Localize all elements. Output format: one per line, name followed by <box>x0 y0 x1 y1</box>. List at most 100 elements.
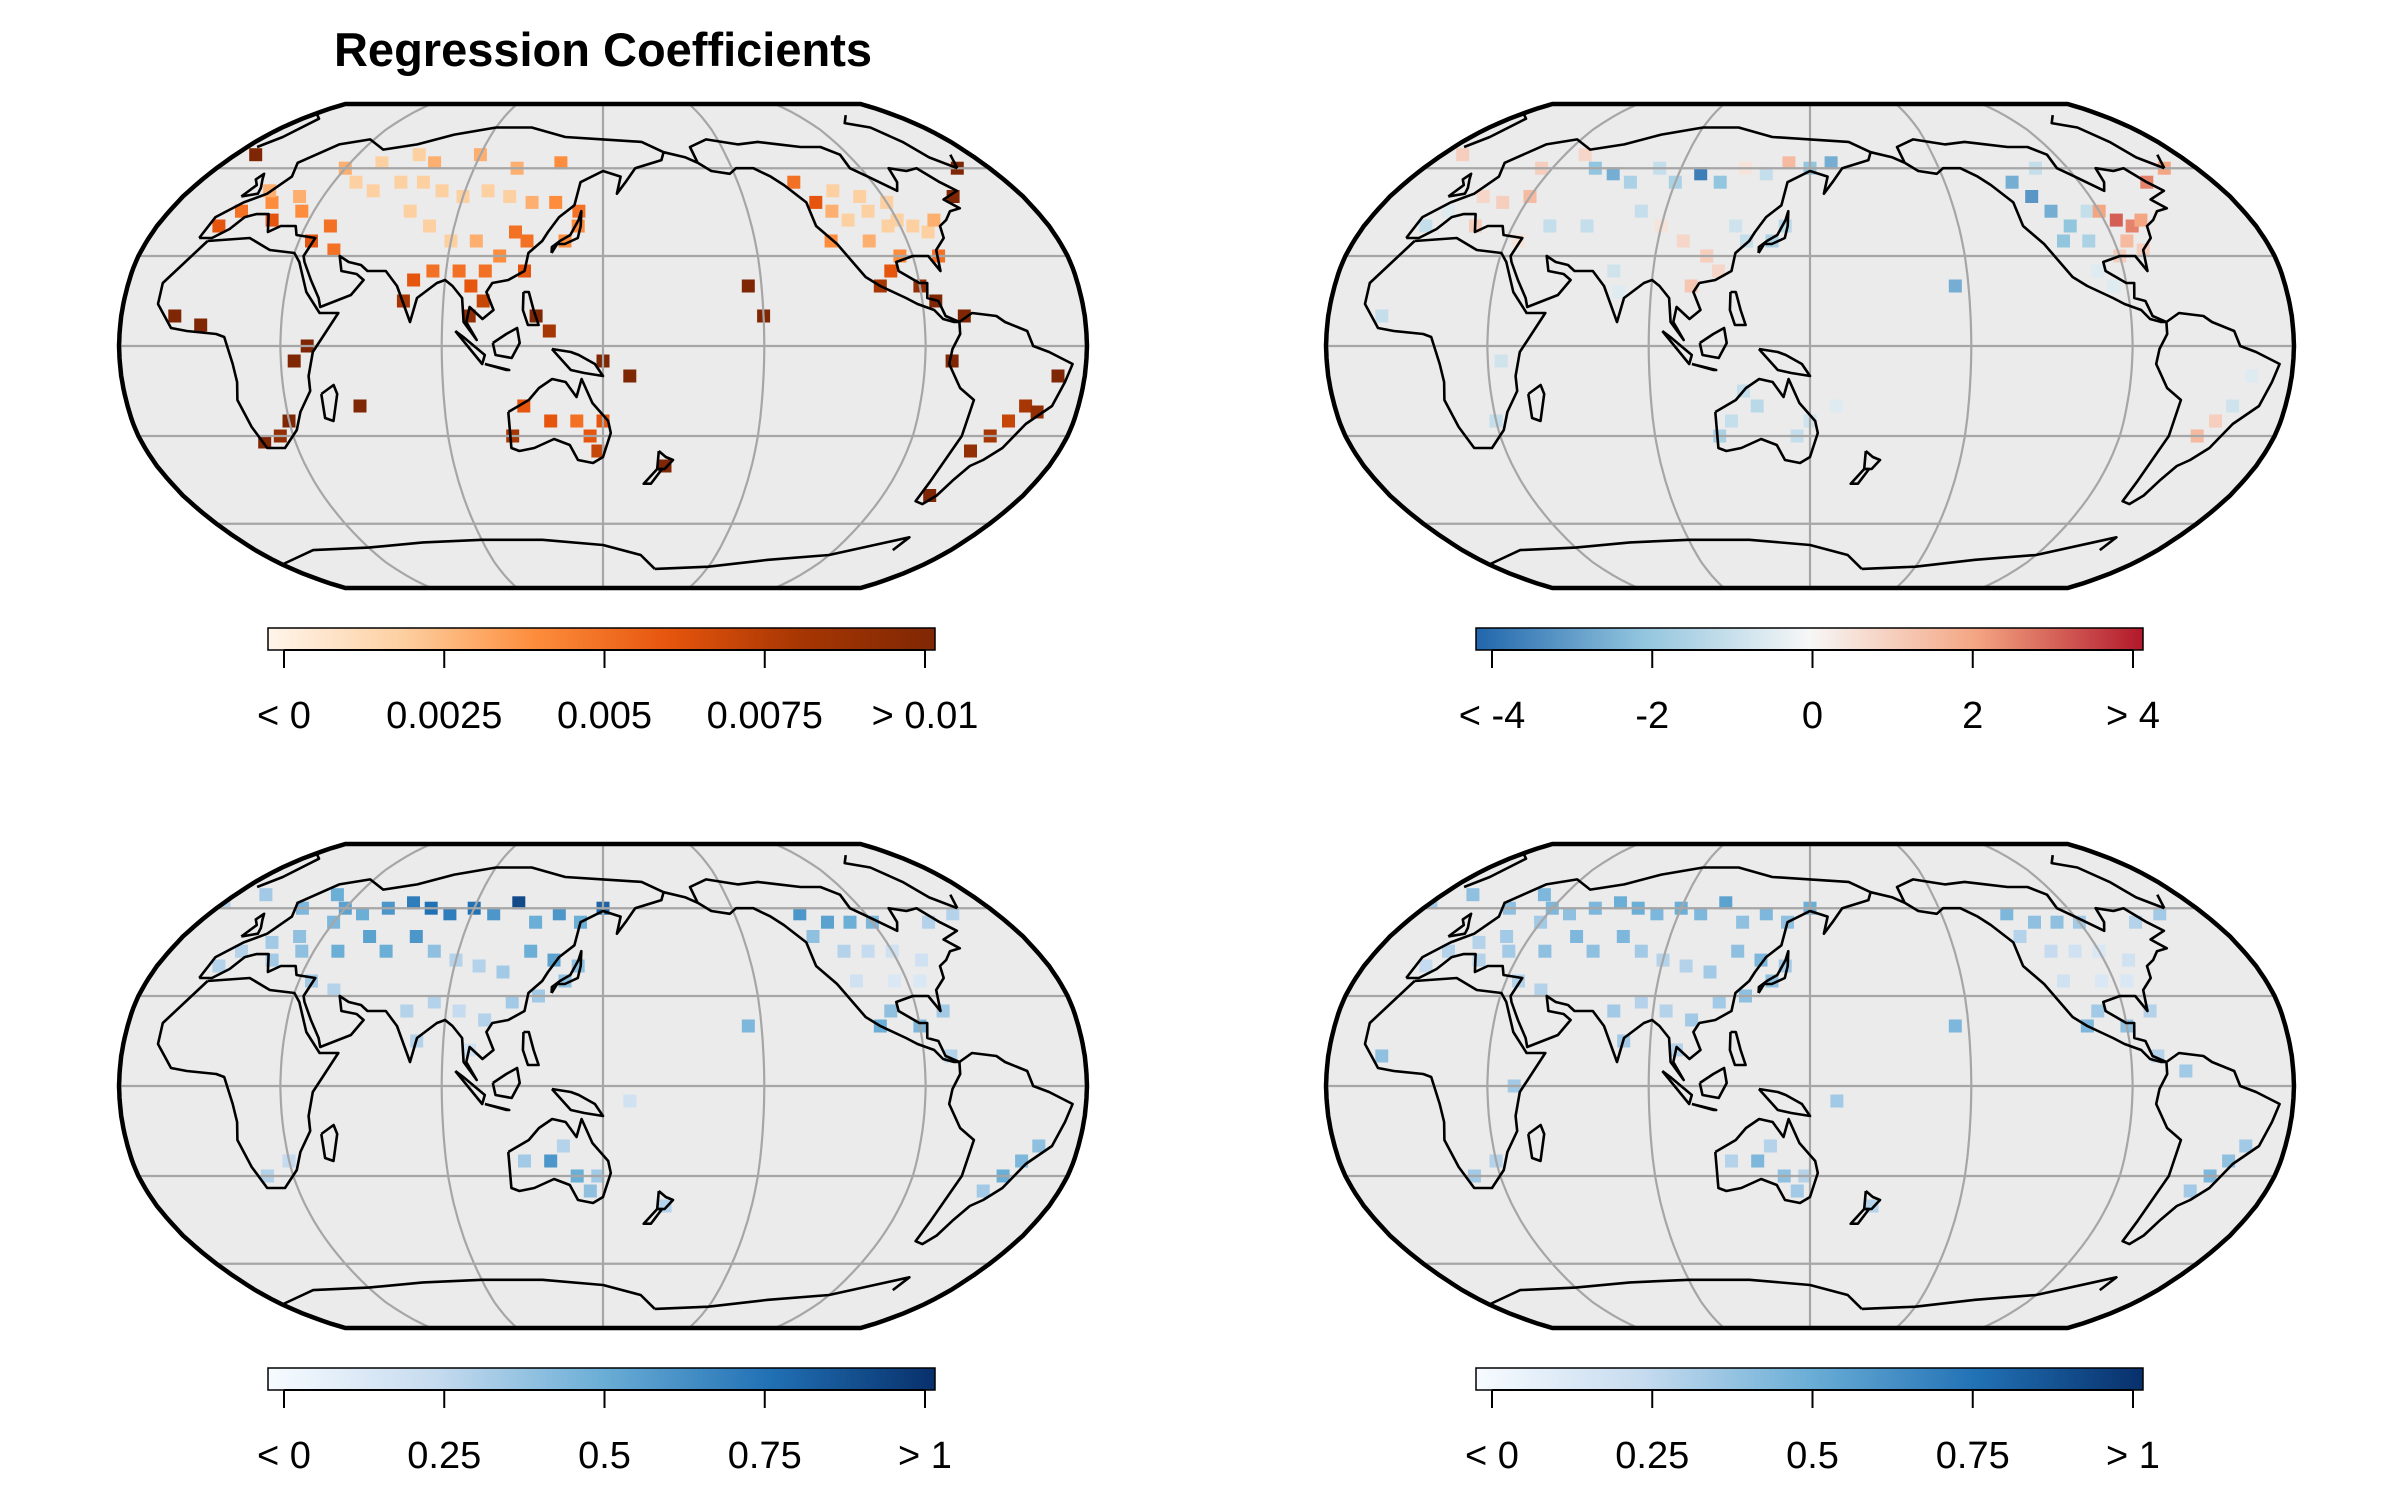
map-content <box>119 844 1087 1328</box>
grid-cell <box>2025 190 2039 203</box>
grid-cell <box>235 204 248 218</box>
grid-cell <box>2134 213 2148 227</box>
coastline <box>1861 536 2118 571</box>
grid-cell <box>1607 264 1621 278</box>
grid-cell <box>1729 219 1743 233</box>
colorbar-tick-label: 0.0075 <box>707 695 823 737</box>
coastline <box>1728 290 1747 327</box>
coastline <box>1363 976 1547 1190</box>
grid-cell <box>1712 995 1726 1009</box>
colorbar-tick-label: 0.5 <box>1786 1435 1839 1477</box>
colorbar-tick-label: 0.5 <box>578 1435 631 1477</box>
coastline <box>521 1030 540 1067</box>
grid-cell <box>2222 1154 2236 1168</box>
map-outline <box>116 841 1090 1331</box>
colorbar-tick-label: 0.75 <box>1936 1435 2010 1477</box>
grid-cell <box>478 264 492 278</box>
coastline <box>1527 1123 1546 1163</box>
coastline <box>1405 866 1872 979</box>
grid-cell <box>295 204 309 218</box>
grid-cell <box>1634 944 1648 958</box>
grid-cell <box>1586 944 1600 958</box>
map-outline <box>1323 841 2297 1331</box>
grid-cell <box>1694 167 1708 181</box>
map-outline <box>1323 101 2297 591</box>
grid-cell <box>1614 896 1627 910</box>
grid-cell <box>212 219 226 233</box>
graticule-meridian <box>1647 104 1725 588</box>
grid-cell <box>2226 399 2240 413</box>
grid-cell <box>259 888 273 902</box>
grid-cell <box>1502 944 1516 958</box>
grid-cell <box>2095 974 2108 988</box>
grid-cell <box>409 930 423 943</box>
grid-cell <box>426 264 440 278</box>
grid-cell <box>2044 204 2058 218</box>
colorbar <box>267 627 936 651</box>
grid-cell <box>356 907 369 921</box>
grid-cell <box>1754 953 1768 967</box>
grid-cell <box>850 974 863 988</box>
grid-cell <box>524 944 538 958</box>
graticule-meridian <box>1895 844 1973 1328</box>
coastline <box>1488 1278 1863 1310</box>
coastline <box>198 126 665 239</box>
grid-cell <box>1496 195 1510 209</box>
grid-cell <box>1472 935 1486 949</box>
grid-cell <box>623 1094 637 1108</box>
coastline <box>507 377 613 465</box>
grid-cell <box>323 219 337 233</box>
grid-cell <box>505 995 519 1009</box>
grid-cell <box>366 184 380 198</box>
graticule-meridian <box>774 104 927 588</box>
grid-cell <box>1694 907 1708 921</box>
grid-cell <box>1759 167 1773 181</box>
coastline <box>1527 383 1546 423</box>
grid-cell <box>806 930 820 943</box>
grid-cell <box>1019 399 1033 413</box>
colorbar-tick-label: 0.25 <box>407 1435 481 1477</box>
grid-cell <box>1015 1154 1029 1168</box>
graticule-meridian <box>688 844 766 1328</box>
coastline <box>199 151 665 342</box>
grid-cell <box>2044 944 2058 958</box>
grid-cell <box>821 915 834 929</box>
grid-cell <box>1676 234 1690 248</box>
grid-cell <box>888 974 901 988</box>
colorbar-tick-label: 0.005 <box>557 695 652 737</box>
coastline <box>281 1278 656 1310</box>
coastline <box>1862 1190 1882 1211</box>
coastline <box>843 854 958 910</box>
coastline <box>1757 209 1790 254</box>
coastline <box>484 362 511 372</box>
grid-cell <box>549 195 563 209</box>
grid-cell <box>481 184 495 198</box>
graticule-meridian <box>440 844 518 1328</box>
colorbar-tick-label: > 4 <box>2106 695 2160 737</box>
coastline <box>454 329 487 366</box>
coastline <box>655 1190 675 1211</box>
grid-cell <box>265 195 279 209</box>
grid-cell <box>512 896 526 910</box>
colorbar <box>1475 1367 2144 1391</box>
coastline <box>1405 126 1872 239</box>
coastline <box>1463 112 1528 149</box>
grid-cell <box>2080 204 2094 218</box>
coastline <box>240 912 266 938</box>
coastline <box>507 1117 613 1205</box>
coastline <box>642 467 664 485</box>
map-panel-top-right: < -4 -2 0 2 > 4 <box>1323 101 2297 737</box>
grid-cell <box>793 907 807 921</box>
grid-cell <box>741 1019 755 1033</box>
coastline <box>2050 854 2165 910</box>
colorbar-tick-label: > 1 <box>2106 1435 2160 1477</box>
grid-cell <box>1790 1184 1804 1198</box>
colorbar-tick-label: < 0 <box>257 1435 311 1477</box>
graticule-meridian <box>1486 104 1639 588</box>
coastline <box>663 150 699 164</box>
grid-cell <box>913 974 927 988</box>
map-content <box>1326 104 2294 588</box>
grid-cell <box>1607 1004 1621 1018</box>
grid-cell <box>1476 190 1490 203</box>
grid-cell <box>921 225 935 239</box>
